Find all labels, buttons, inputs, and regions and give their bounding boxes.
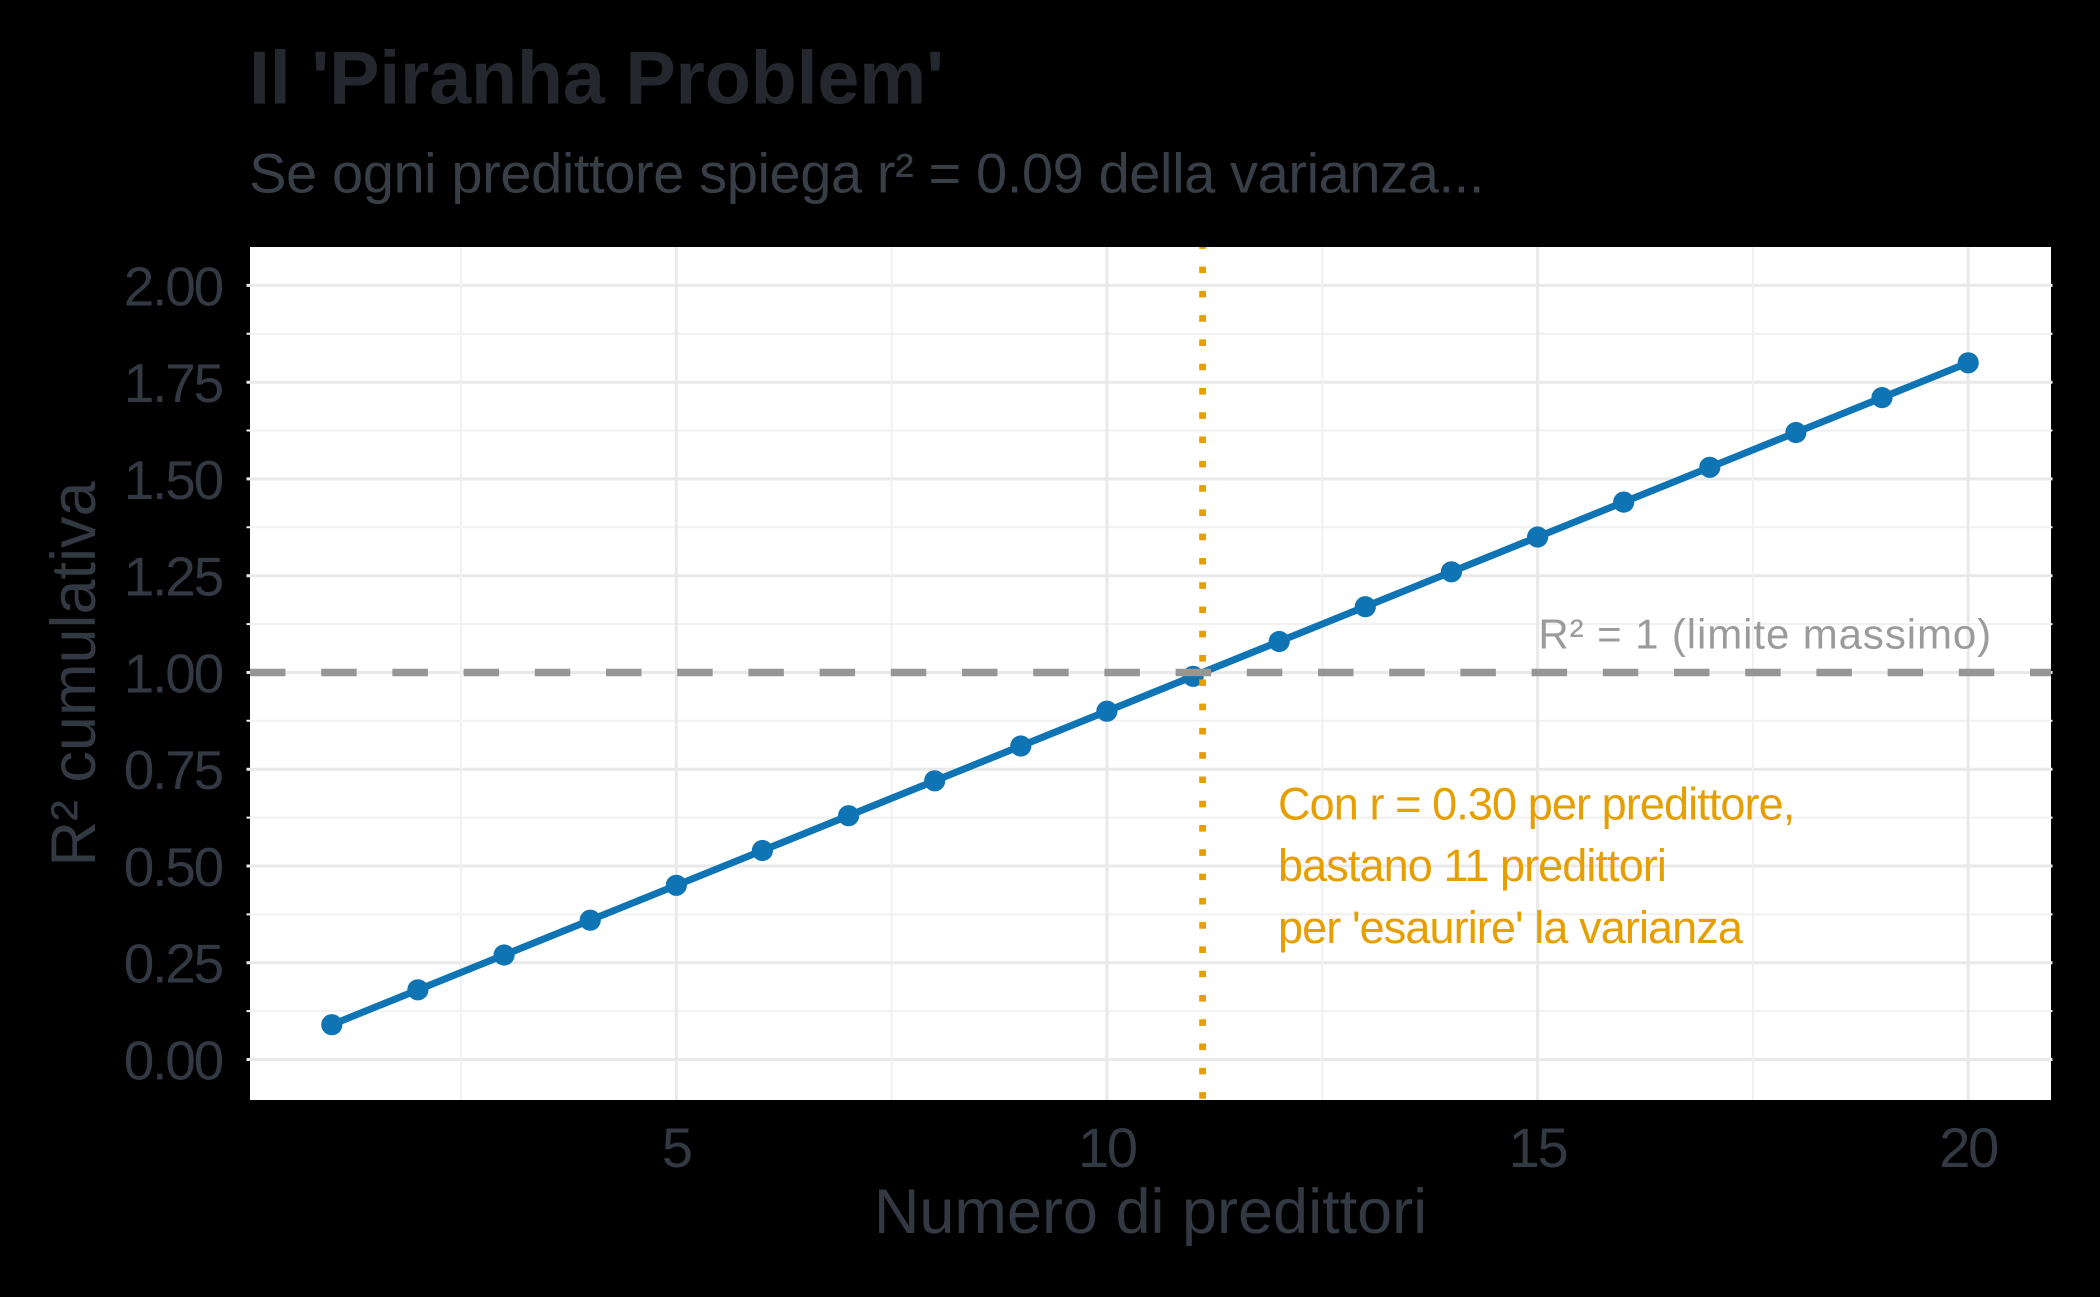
svg-text:Numero di predittori: Numero di predittori — [874, 1177, 1427, 1247]
svg-text:Con r = 0.30 per predittore,: Con r = 0.30 per predittore, — [1278, 779, 1794, 830]
svg-text:1.25: 1.25 — [124, 546, 223, 608]
svg-text:1.75: 1.75 — [124, 352, 223, 414]
svg-text:Il 'Piranha Problem': Il 'Piranha Problem' — [249, 36, 944, 120]
svg-text:R² = 1 (limite massimo): R² = 1 (limite massimo) — [1538, 611, 1992, 658]
svg-text:5: 5 — [662, 1116, 691, 1179]
svg-text:10: 10 — [1078, 1116, 1136, 1179]
svg-text:1.00: 1.00 — [124, 642, 223, 704]
svg-text:per 'esaurire' la varianza: per 'esaurire' la varianza — [1278, 902, 1744, 953]
svg-text:0.00: 0.00 — [124, 1030, 223, 1092]
svg-text:1.50: 1.50 — [124, 449, 223, 511]
svg-text:Se ogni predittore spiega r² =: Se ogni predittore spiega r² = 0.09 dell… — [249, 141, 1484, 204]
svg-text:R² cumulativa: R² cumulativa — [39, 480, 109, 866]
svg-text:0.75: 0.75 — [124, 739, 223, 801]
svg-text:15: 15 — [1509, 1116, 1567, 1179]
svg-text:0.50: 0.50 — [124, 836, 223, 898]
svg-text:2.00: 2.00 — [124, 255, 223, 317]
svg-text:20: 20 — [1939, 1116, 1997, 1179]
svg-text:bastano 11 predittori: bastano 11 predittori — [1278, 840, 1666, 891]
svg-text:0.25: 0.25 — [124, 933, 223, 995]
